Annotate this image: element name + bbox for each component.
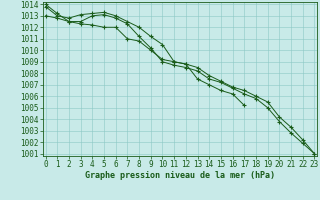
X-axis label: Graphe pression niveau de la mer (hPa): Graphe pression niveau de la mer (hPa) — [85, 171, 275, 180]
